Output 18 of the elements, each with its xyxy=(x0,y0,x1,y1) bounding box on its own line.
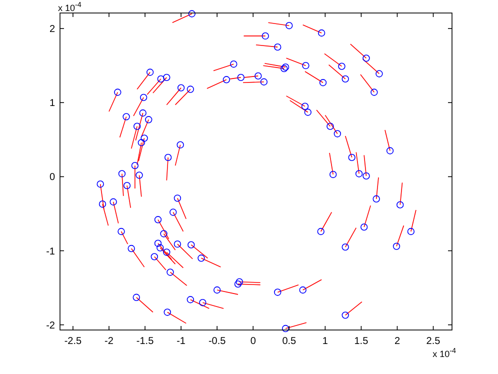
x-tick-label: -2.5 xyxy=(64,336,82,347)
y-tick-label: -1 xyxy=(46,246,56,258)
x-tick-label: 1.5 xyxy=(354,336,369,347)
x-tick-label: 2 xyxy=(394,336,400,347)
x-tick-label: -1.5 xyxy=(136,336,154,347)
x-tick-label: 2.5 xyxy=(426,336,441,347)
x-tick-label: 0.5 xyxy=(282,336,297,347)
y-tick-label: 1 xyxy=(49,98,56,110)
text: x 10$^{-4}$ xyxy=(432,346,456,359)
x-tick-label: 1 xyxy=(322,336,328,347)
y-tick-label: 2 xyxy=(49,24,56,36)
y-tick-label: 0 xyxy=(49,172,56,184)
text: x 10$^{-4}$ xyxy=(58,0,82,13)
x-tick-label: 0 xyxy=(250,336,256,347)
x-tick-label: -0.5 xyxy=(208,336,226,347)
y-tick-label: -2 xyxy=(46,320,56,332)
x-tick-label: -2 xyxy=(104,336,114,347)
x-tick-label: -1 xyxy=(176,336,186,347)
